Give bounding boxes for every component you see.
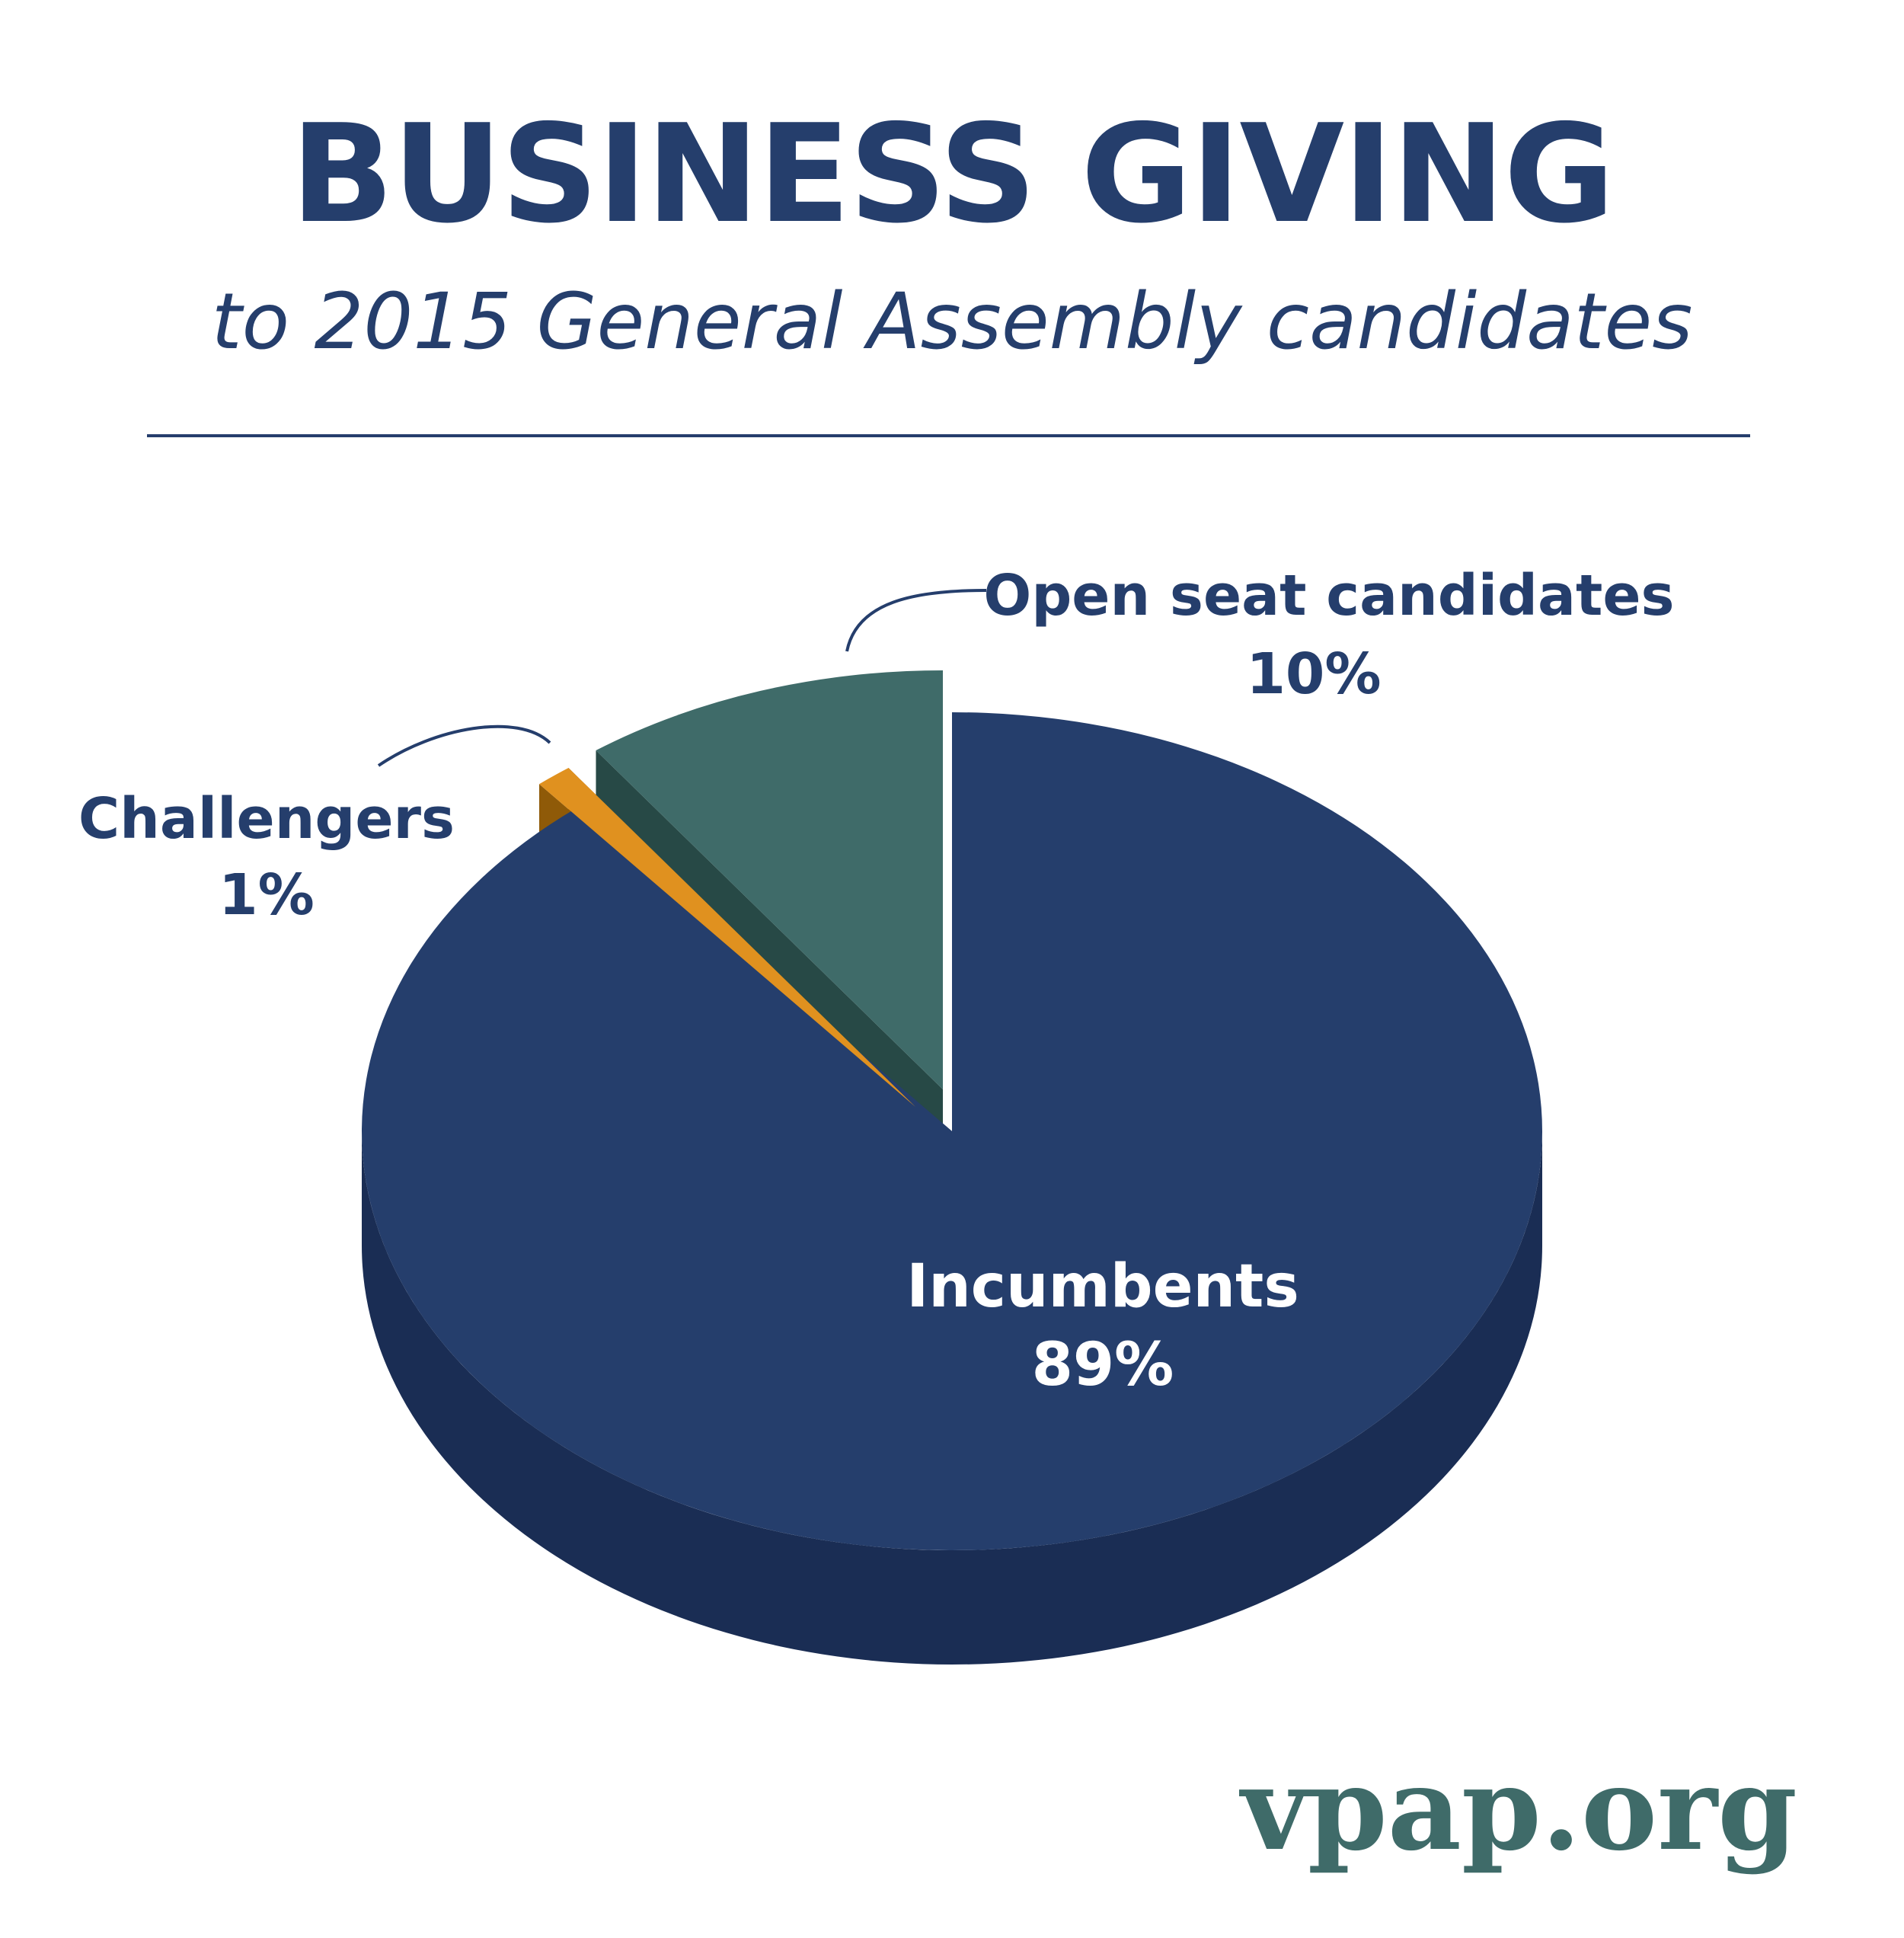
slice-challengers	[538, 768, 915, 1107]
slice-open-seat-candidates	[596, 670, 943, 1089]
slice-value-open-seat: 10%	[1246, 641, 1381, 707]
header-divider	[147, 434, 1750, 437]
leader-line-challengers	[377, 724, 551, 767]
slice-label-challengers: Challengers	[78, 786, 455, 852]
slice-side-incumbents	[362, 1131, 1542, 1665]
slice-label-open-seat: Open seat candidates	[983, 563, 1674, 628]
slice-incumbents	[362, 712, 1543, 1550]
slice-value-incumbents: 89%	[1032, 1331, 1174, 1399]
leader-line-open-seat	[845, 589, 987, 652]
chart-subtitle: to 2015 General Assembly candidates	[211, 277, 1693, 367]
slice-label-incumbents: Incumbents	[906, 1252, 1299, 1321]
brand-logo-text: vpap.org	[1241, 1742, 1797, 1876]
chart-title: BUSINESS GIVING	[290, 95, 1615, 253]
slice-value-challengers: 1%	[219, 862, 315, 928]
